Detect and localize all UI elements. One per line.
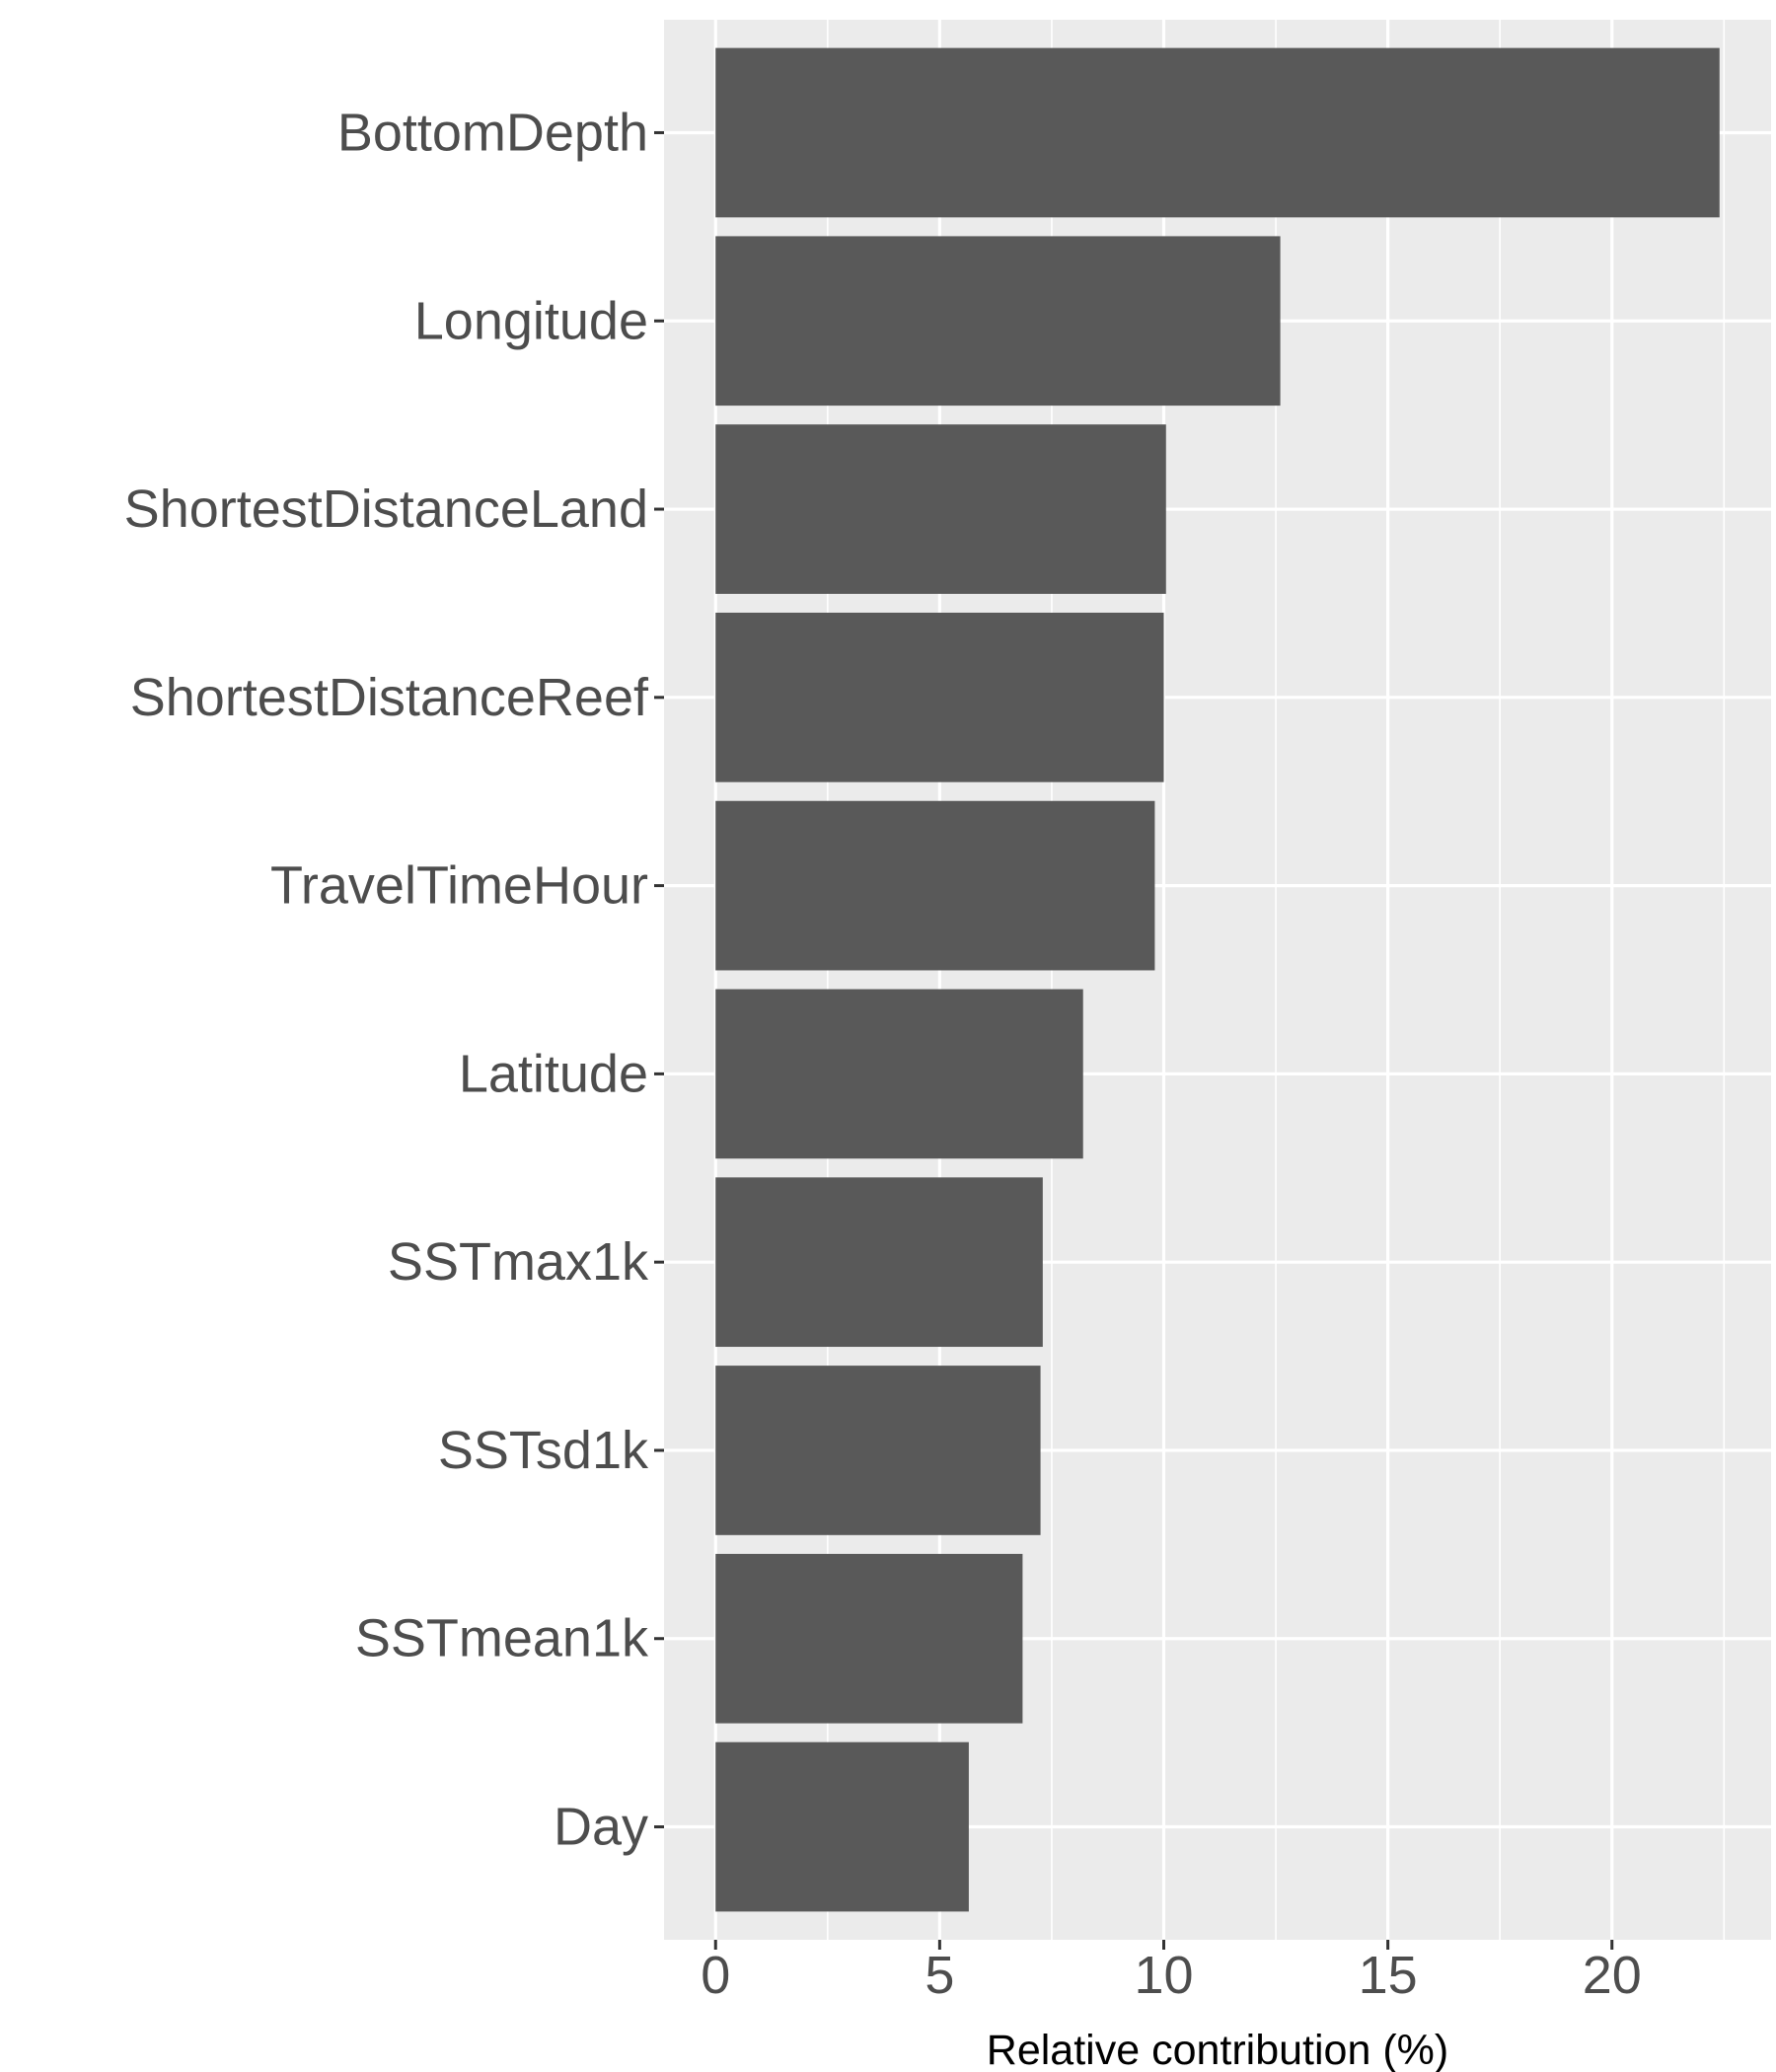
bar xyxy=(715,1177,1043,1348)
y-tick-label: BottomDepth xyxy=(337,103,648,162)
y-tick-label: ShortestDistanceReef xyxy=(130,668,649,727)
y-tick-label: TravelTimeHour xyxy=(270,856,648,916)
bar xyxy=(715,612,1164,782)
y-tick-label: Latitude xyxy=(459,1044,648,1103)
x-tick-label: 10 xyxy=(1134,1946,1193,2005)
x-tick-label: 15 xyxy=(1359,1946,1418,2005)
bar xyxy=(715,989,1083,1159)
y-tick-label: Day xyxy=(554,1798,648,1857)
y-tick-label: SSTsd1k xyxy=(438,1421,649,1480)
x-tick-label: 0 xyxy=(701,1946,730,2005)
bar xyxy=(715,1366,1041,1535)
bars xyxy=(715,47,1720,1912)
bar xyxy=(715,800,1155,971)
bar xyxy=(715,47,1720,218)
x-axis: 0 5 10 15 20 xyxy=(701,1940,1642,2005)
bar xyxy=(715,236,1281,407)
bar xyxy=(715,424,1166,594)
bar xyxy=(715,1741,969,1912)
y-tick-label: SSTmean1k xyxy=(355,1609,649,1668)
y-axis: BottomDepth Longitude ShortestDistanceLand… xyxy=(124,103,664,1857)
x-axis-title: Relative contribution (%) xyxy=(987,2027,1448,2072)
x-tick-label: 5 xyxy=(925,1946,954,2005)
y-tick-label: ShortestDistanceLand xyxy=(124,480,648,539)
y-tick-label: Longitude xyxy=(414,291,648,350)
x-tick-label: 20 xyxy=(1583,1946,1642,2005)
y-tick-label: SSTmax1k xyxy=(388,1232,649,1292)
bar xyxy=(715,1553,1023,1724)
